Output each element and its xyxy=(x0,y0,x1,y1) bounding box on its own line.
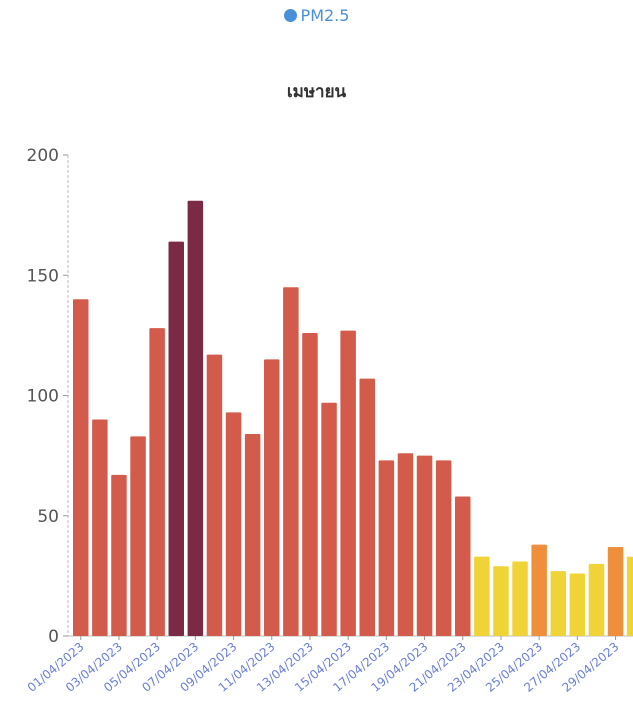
bar-22/04/2023[interactable] xyxy=(474,556,490,636)
chart-legend[interactable]: PM2.5 xyxy=(0,6,633,25)
bar-06/04/2023[interactable] xyxy=(168,241,185,636)
bar-23/04/2023[interactable] xyxy=(493,566,509,636)
bar-15/04/2023[interactable] xyxy=(340,330,356,636)
chart-title: เมษายน xyxy=(286,82,347,102)
y-tick-label: 200 xyxy=(27,146,59,166)
bar-21/04/2023[interactable] xyxy=(455,496,471,636)
bar-08/04/2023[interactable] xyxy=(206,354,223,636)
y-tick-label: 150 xyxy=(27,266,59,286)
bar-01/04/2023[interactable] xyxy=(73,299,89,636)
bar-19/04/2023[interactable] xyxy=(416,455,433,636)
bar-09/04/2023[interactable] xyxy=(225,412,242,636)
bar-30/04/2023[interactable] xyxy=(626,556,633,636)
bar-20/04/2023[interactable] xyxy=(435,460,452,636)
bar-07/04/2023[interactable] xyxy=(187,200,204,636)
bar-13/04/2023[interactable] xyxy=(302,332,318,636)
bar-26/04/2023[interactable] xyxy=(550,571,567,636)
bar-28/04/2023[interactable] xyxy=(588,563,605,636)
legend-label: PM2.5 xyxy=(300,6,350,25)
bar-04/04/2023[interactable] xyxy=(130,436,146,636)
bar-17/04/2023[interactable] xyxy=(378,460,395,636)
bar-24/04/2023[interactable] xyxy=(512,561,528,636)
legend-marker xyxy=(283,9,297,22)
bar-14/04/2023[interactable] xyxy=(321,402,337,636)
bar-10/04/2023[interactable] xyxy=(244,433,261,636)
bars-group xyxy=(73,200,633,636)
bar-27/04/2023[interactable] xyxy=(569,573,586,636)
bar-29/04/2023[interactable] xyxy=(607,547,624,636)
x-axis: 01/04/202303/04/202305/04/202307/04/2023… xyxy=(25,636,621,695)
y-tick-label: 50 xyxy=(37,507,59,527)
bar-12/04/2023[interactable] xyxy=(283,287,299,636)
bar-25/04/2023[interactable] xyxy=(531,544,547,636)
y-tick-label: 100 xyxy=(27,387,59,407)
bar-16/04/2023[interactable] xyxy=(359,378,376,636)
bar-05/04/2023[interactable] xyxy=(149,328,165,636)
bar-03/04/2023[interactable] xyxy=(111,474,127,636)
bar-11/04/2023[interactable] xyxy=(264,359,280,636)
bar-02/04/2023[interactable] xyxy=(92,419,108,636)
bar-18/04/2023[interactable] xyxy=(397,453,414,636)
y-tick-label: 0 xyxy=(48,627,59,647)
